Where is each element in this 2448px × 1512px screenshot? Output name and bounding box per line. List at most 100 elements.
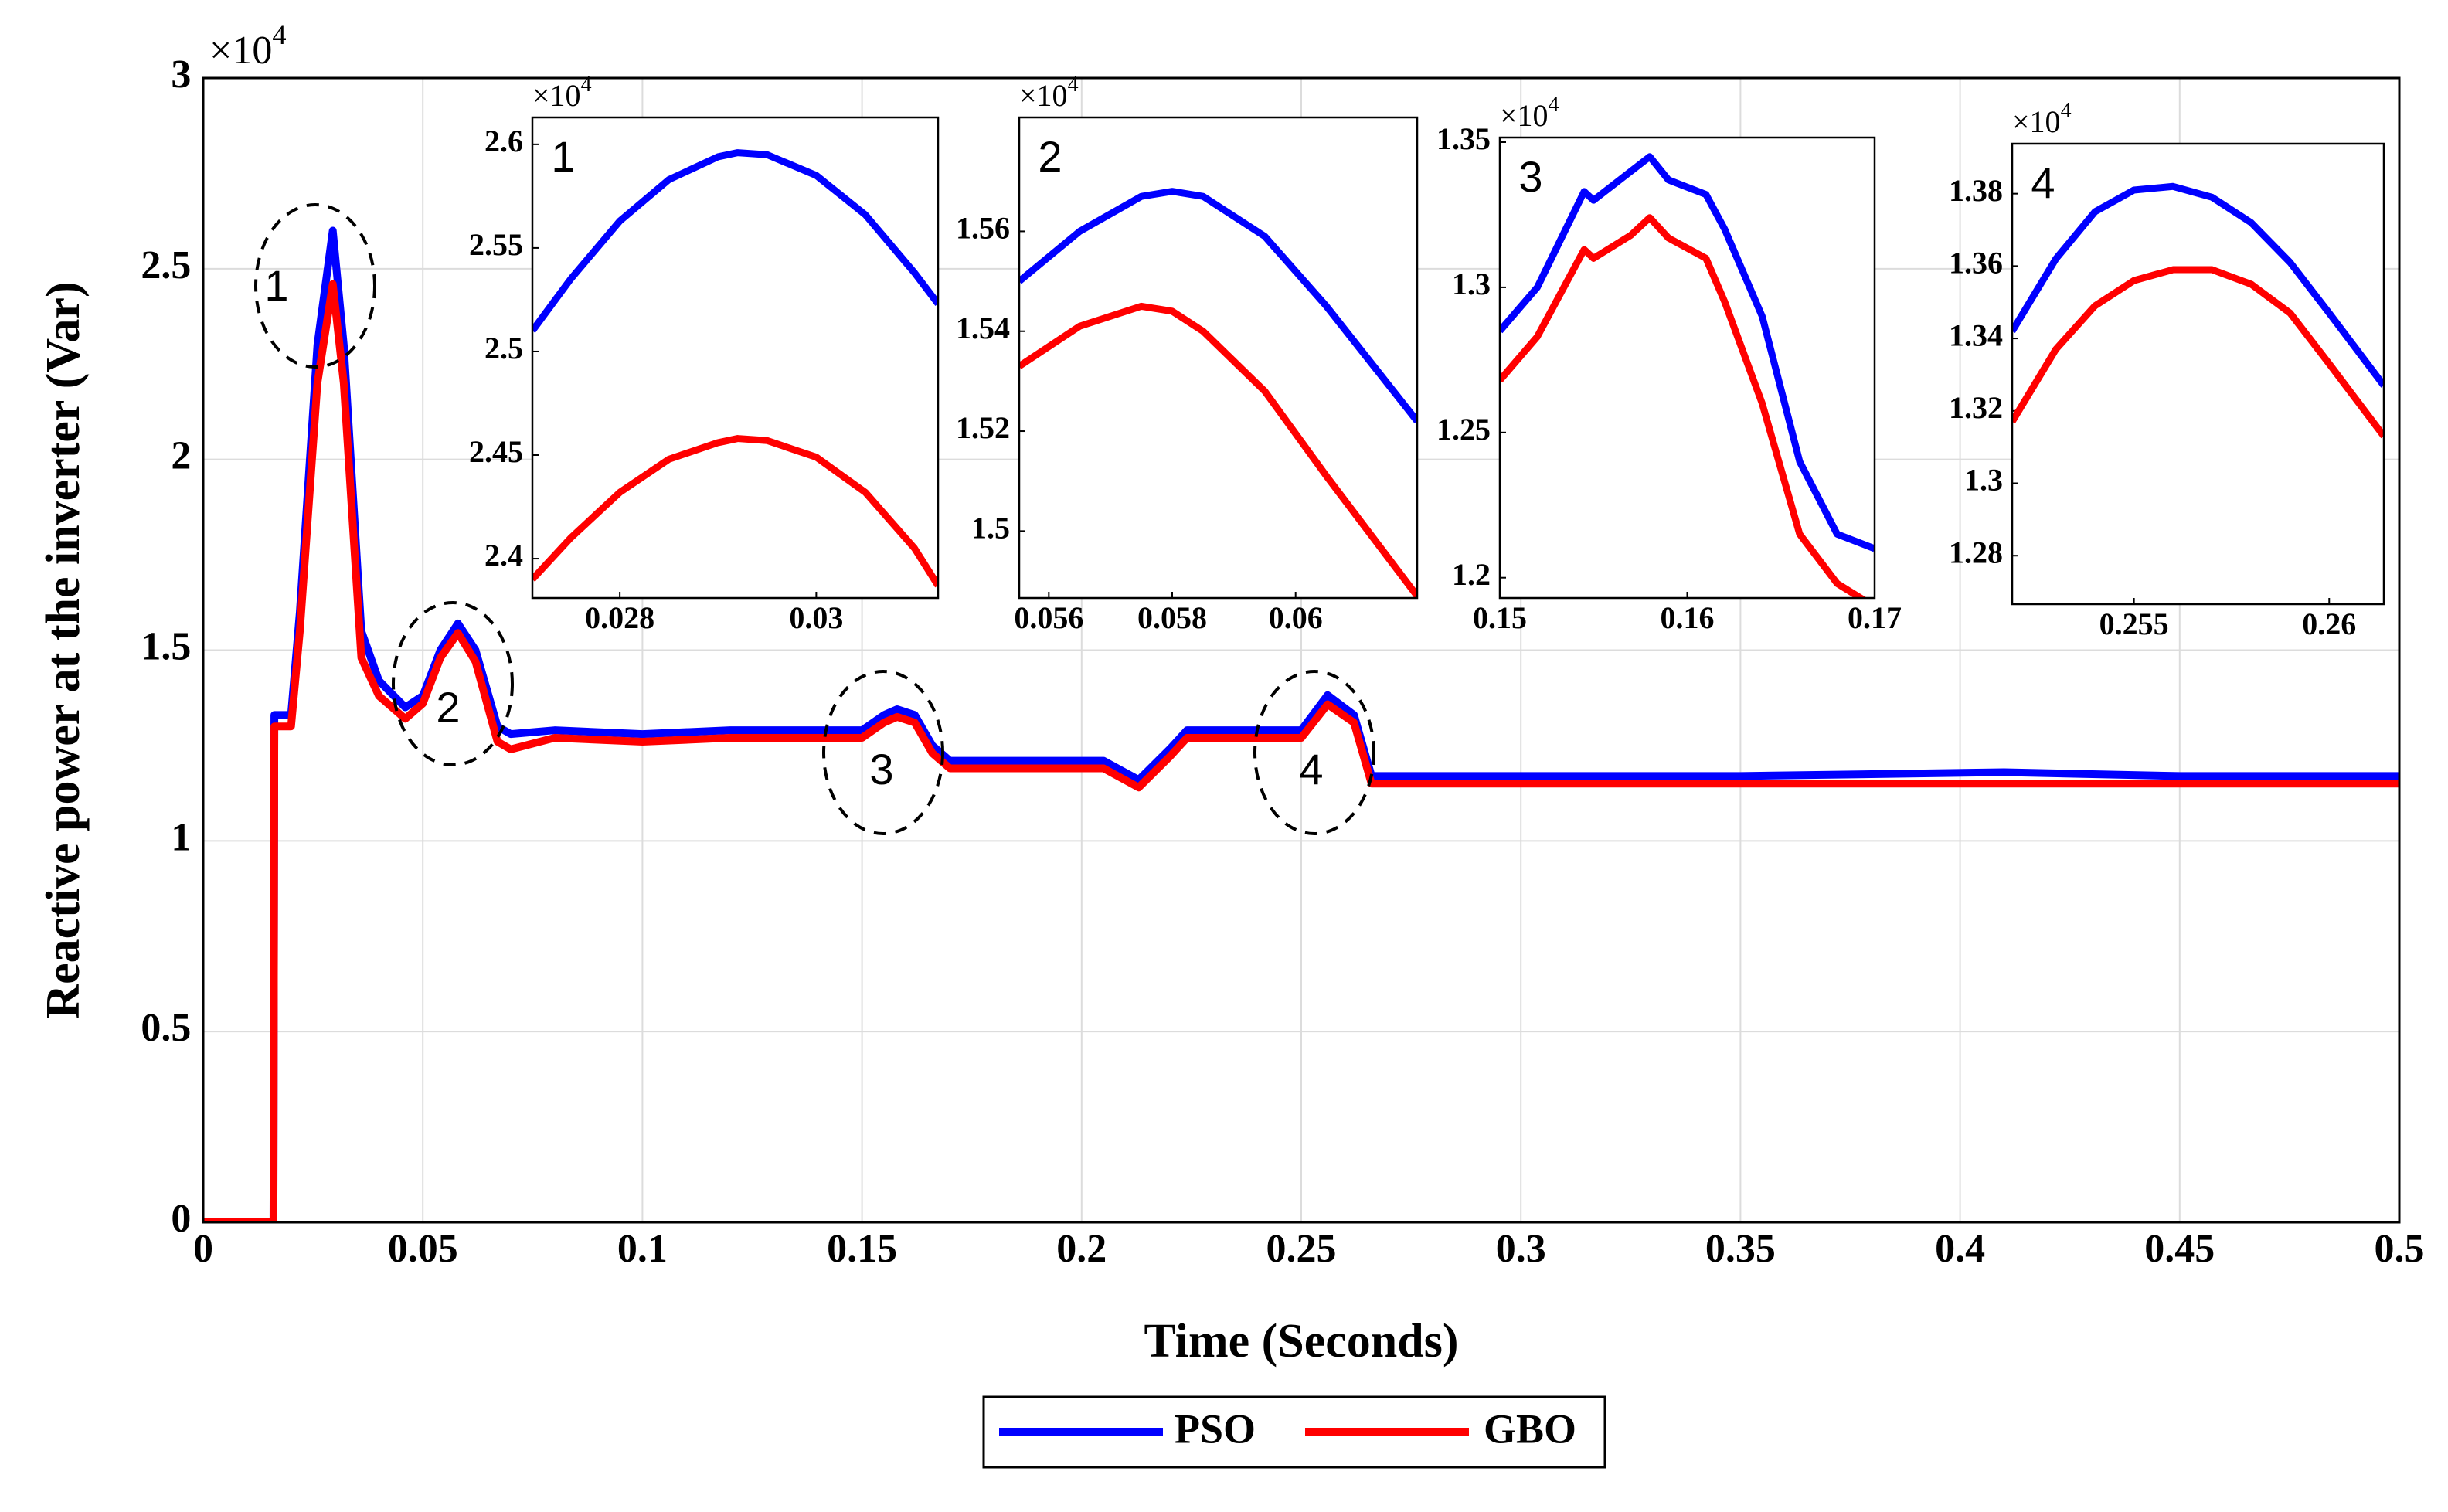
y-tick-label: 2.4 <box>484 538 523 573</box>
y-tick-label: 1 <box>171 815 191 859</box>
y-tick-label: 1.52 <box>956 410 1010 445</box>
y-tick-label: 1.34 <box>1949 318 2003 352</box>
series-line <box>2012 182 2384 388</box>
y-tick-label: 2.5 <box>141 243 191 287</box>
plot-frame <box>2011 142 2385 606</box>
annotation-label: 2 <box>436 683 460 732</box>
y-tick-label: 1.5 <box>141 624 191 668</box>
ellipse <box>254 203 376 369</box>
y-tick-label: 2 <box>171 434 191 478</box>
legend-label: GBO <box>1484 1405 1576 1452</box>
y-scale-label: ×104 <box>1019 73 1079 113</box>
y-scale-exponent: 4 <box>2061 99 2072 123</box>
x-tick-label: 0.056 <box>1014 600 1083 635</box>
y-scale-base: ×10 <box>532 78 581 113</box>
y-tick-label: 2.55 <box>469 227 523 262</box>
annotation-label: 1 <box>264 261 288 310</box>
ellipse <box>1253 670 1375 835</box>
y-tick-label: 1.25 <box>1436 412 1491 447</box>
y-tick-label: 1.2 <box>1452 557 1491 592</box>
ellipse <box>822 670 944 835</box>
y-scale-base: ×10 <box>1019 78 1068 113</box>
annotation-label: 3 <box>869 745 893 793</box>
y-tick-label: 1.32 <box>1949 390 2003 425</box>
plot-frame <box>202 76 2401 1224</box>
series-line <box>203 226 2399 1222</box>
y-tick-label: 0 <box>171 1197 191 1241</box>
x-axis-label: Time (Seconds) <box>1144 1315 1458 1368</box>
series-line <box>1500 153 1875 552</box>
x-tick-label: 0.058 <box>1137 600 1207 635</box>
y-axis-label: Reactive power at the inverter (Var) <box>37 281 90 1018</box>
inset-label: 3 <box>1518 152 1542 201</box>
y-tick-label: 1.36 <box>1949 246 2003 280</box>
legend-label: PSO <box>1175 1405 1256 1452</box>
x-tick-label: 0.05 <box>388 1227 458 1271</box>
x-tick-label: 0 <box>193 1227 213 1271</box>
legend: PSO GBO <box>982 1395 1606 1469</box>
y-scale-exponent: 4 <box>1549 93 1559 117</box>
x-tick-label: 0.06 <box>1269 600 1323 635</box>
y-tick-label: 2.6 <box>484 124 523 158</box>
y-scale-exponent: 4 <box>1068 73 1079 97</box>
y-tick-label: 1.54 <box>956 311 1010 345</box>
x-tick-label: 0.255 <box>2100 606 2169 641</box>
x-tick-label: 0.25 <box>1266 1227 1337 1271</box>
y-tick-label: 1.3 <box>1452 267 1491 301</box>
plot-frame <box>1018 116 1419 600</box>
y-scale-label: ×104 <box>2012 99 2072 139</box>
x-tick-label: 0.5 <box>2375 1227 2425 1271</box>
x-tick-label: 0.028 <box>585 600 654 635</box>
ellipse <box>392 601 514 766</box>
x-tick-label: 0.45 <box>2144 1227 2215 1271</box>
y-scale-base: ×10 <box>1500 98 1549 133</box>
series-line <box>1500 214 1868 598</box>
annotation-ellipses <box>254 203 1375 835</box>
x-tick-label: 0.4 <box>1935 1227 1985 1271</box>
x-tick-label: 0.03 <box>789 600 843 635</box>
y-tick-label: 1.35 <box>1436 121 1491 156</box>
y-tick-label: 2.5 <box>484 331 523 365</box>
inset-background <box>1500 138 1875 598</box>
y-scale-exponent: 4 <box>272 19 286 50</box>
y-scale-label: ×104 <box>209 19 287 72</box>
annotation-label: 4 <box>1299 745 1323 793</box>
series-line <box>2012 266 2384 439</box>
series-line <box>203 280 2399 1222</box>
x-tick-label: 0.17 <box>1848 600 1902 635</box>
x-tick-label: 0.1 <box>617 1227 668 1271</box>
x-tick-label: 0.3 <box>1496 1227 1546 1271</box>
x-tick-label: 0.15 <box>827 1227 897 1271</box>
inset-background <box>1019 117 1417 598</box>
y-scale-exponent: 4 <box>581 73 592 97</box>
x-tick-label: 0.26 <box>2302 606 2356 641</box>
y-tick-label: 0.5 <box>141 1006 191 1050</box>
y-tick-label: 1.38 <box>1949 173 2003 208</box>
series-line <box>1019 302 1417 598</box>
inset-label: 4 <box>2031 158 2055 207</box>
y-tick-label: 2.45 <box>469 434 523 469</box>
y-tick-label: 3 <box>171 53 191 97</box>
plot-frame <box>1498 136 1876 600</box>
y-scale-label: ×104 <box>1500 93 1559 133</box>
x-tick-label: 0.35 <box>1705 1227 1776 1271</box>
plot-frame <box>531 116 940 600</box>
y-tick-label: 1.56 <box>956 211 1010 246</box>
y-scale-label: ×104 <box>532 73 592 113</box>
y-tick-label: 1.3 <box>1964 463 2003 498</box>
inset-background <box>2012 144 2384 604</box>
y-scale-base: ×10 <box>2012 104 2061 139</box>
y-scale-base: ×10 <box>209 29 272 73</box>
y-tick-label: 1.5 <box>971 511 1010 545</box>
x-tick-label: 0.2 <box>1056 1227 1107 1271</box>
series-line <box>1019 188 1417 423</box>
inset-label: 1 <box>551 132 575 181</box>
inset-label: 2 <box>1038 132 1062 181</box>
x-tick-label: 0.16 <box>1661 600 1715 635</box>
y-tick-label: 1.28 <box>1949 535 2003 569</box>
x-tick-label: 0.15 <box>1473 600 1527 635</box>
series-line <box>532 149 938 333</box>
inset-background <box>532 117 938 598</box>
series-line <box>532 435 938 588</box>
